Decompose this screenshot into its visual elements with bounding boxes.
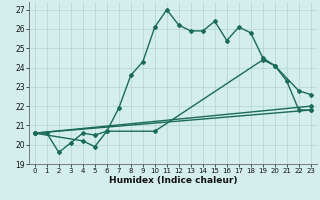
X-axis label: Humidex (Indice chaleur): Humidex (Indice chaleur) bbox=[108, 176, 237, 185]
